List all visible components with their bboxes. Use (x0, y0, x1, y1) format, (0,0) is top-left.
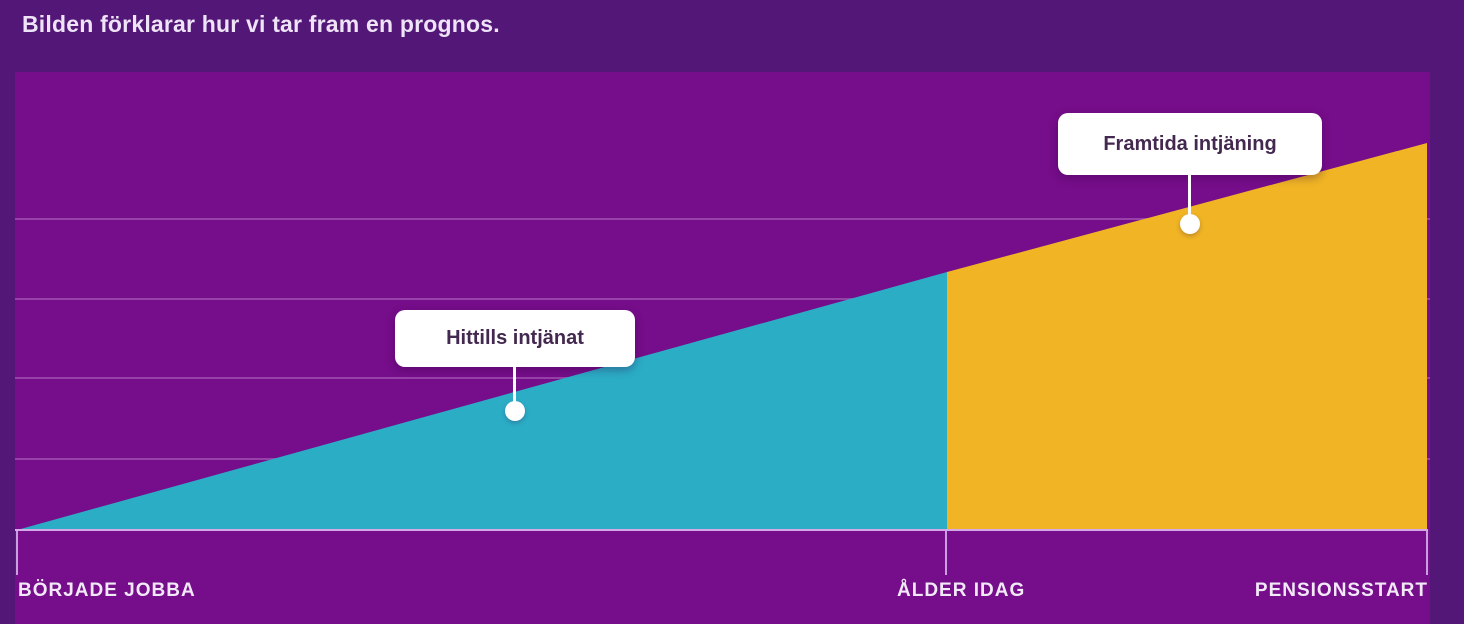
tooltip-future-label: Framtida intjäning (1103, 132, 1277, 155)
x-axis-tick-pension-start (1426, 531, 1428, 575)
tooltip-earned: Hittills intjänat (395, 310, 635, 367)
x-axis-tick-started-working (16, 531, 18, 575)
x-axis-label-age-today: ÅLDER IDAG (897, 580, 1026, 601)
figure-caption: Bilden förklarar hur vi tar fram en prog… (22, 11, 500, 37)
tooltip-earned-stem (513, 366, 516, 406)
x-axis-label-pension-start: PENSIONSSTART (1254, 580, 1428, 601)
x-axis-tick-age-today (945, 531, 947, 575)
tooltip-earned-label: Hittills intjänat (446, 327, 584, 349)
chart-plot-area: BÖRJADE JOBBA ÅLDER IDAG PENSIONSSTART H… (15, 72, 1430, 624)
future-pension-area (947, 143, 1427, 530)
tooltip-future-stem (1188, 174, 1191, 218)
tooltip-earned-anchor-dot (505, 401, 525, 421)
x-axis-label-started-working: BÖRJADE JOBBA (18, 580, 196, 601)
area-series-layer (17, 143, 1427, 530)
gridline (15, 298, 1430, 300)
tooltip-future-anchor-dot (1180, 214, 1200, 234)
gridline (15, 218, 1430, 220)
x-axis-line (15, 529, 1428, 531)
earned-pension-area (17, 272, 947, 530)
tooltip-future: Framtida intjäning (1058, 113, 1322, 175)
